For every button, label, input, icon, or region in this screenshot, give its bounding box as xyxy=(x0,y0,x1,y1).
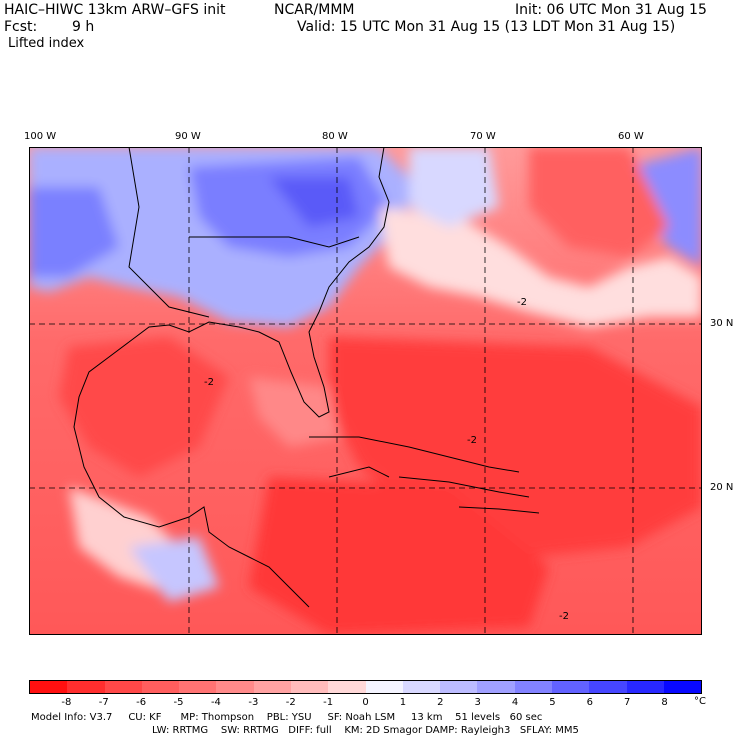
colorbar-tick-label: -4 xyxy=(210,697,221,708)
colorbar-tick-label: -7 xyxy=(98,697,109,708)
org-label: NCAR/MMM xyxy=(274,2,355,18)
colorbar-swatch xyxy=(551,681,590,693)
colorbar-swatch xyxy=(663,681,702,693)
colorbar-tick-label: -6 xyxy=(136,697,147,708)
fcst-value: 9 h xyxy=(72,19,95,35)
colorbar-tick-label: 8 xyxy=(661,697,668,708)
fcst-label: Fcst: xyxy=(4,19,38,35)
colorbar-swatch xyxy=(141,681,180,693)
colorbar-tick-label: 2 xyxy=(437,697,444,708)
colorbar-tick-label: 7 xyxy=(624,697,631,708)
contour-label: -2 xyxy=(517,297,527,308)
colorbar-tick-label: -8 xyxy=(61,697,72,708)
lon-label-90w: 90 W xyxy=(175,131,201,142)
colorbar-swatch xyxy=(626,681,664,693)
colorbar-swatch xyxy=(290,681,329,693)
contour-label: -2 xyxy=(204,377,214,388)
colorbar-tick-label: 1 xyxy=(399,697,407,708)
lat-lon-grid xyxy=(29,147,702,635)
lon-label-60w: 60 W xyxy=(618,131,644,142)
colorbar-swatch xyxy=(514,681,552,693)
colorbar-swatch xyxy=(30,681,68,693)
colorbar-tick-label: -3 xyxy=(248,697,259,708)
colorbar-swatch xyxy=(328,681,366,693)
colorbar xyxy=(29,680,702,694)
colorbar-swatch xyxy=(402,681,441,693)
lon-label-80w: 80 W xyxy=(322,131,348,142)
colorbar-tick-label: 5 xyxy=(549,697,556,708)
lon-label-70w: 70 W xyxy=(470,131,496,142)
colorbar-tick-label: 6 xyxy=(586,697,594,708)
lifted-index-map: -2 -2 -2 -2 xyxy=(29,147,702,635)
colorbar-swatch xyxy=(365,681,403,693)
init-time: Init: 06 UTC Mon 31 Aug 15 xyxy=(515,2,707,18)
colorbar-tick-label: -5 xyxy=(173,697,184,708)
colorbar-tick-label: -2 xyxy=(285,697,296,708)
contour-label: -2 xyxy=(559,611,569,622)
colorbar-swatch xyxy=(104,681,142,693)
colorbar-tick-label: 0 xyxy=(362,697,369,708)
colorbar-swatch xyxy=(589,681,627,693)
map-frame xyxy=(29,147,702,635)
colorbar-swatch xyxy=(67,681,105,693)
colorbar-tick-label: 3 xyxy=(474,697,481,708)
lat-label-20n: 20 N xyxy=(710,482,734,493)
field-name: Lifted index xyxy=(8,36,85,51)
model-title: HAIC–HIWC 13km ARW–GFS init xyxy=(4,2,226,18)
model-info-line2: LW: RRTMG SW: RRTMG DIFF: full KM: 2D Sm… xyxy=(152,725,579,736)
colorbar-swatch xyxy=(216,681,254,693)
lon-label-100w: 100 W xyxy=(24,131,57,142)
colorbar-unit: °C xyxy=(694,696,706,707)
lat-label-30n: 30 N xyxy=(710,318,734,329)
colorbar-tick-label: 4 xyxy=(511,697,519,708)
model-info-line1: Model Info: V3.7 CU: KF MP: Thompson PBL… xyxy=(31,712,543,723)
shading-patches xyxy=(29,147,702,635)
valid-time: Valid: 15 UTC Mon 31 Aug 15 (13 LDT Mon … xyxy=(297,19,676,35)
colorbar-swatch xyxy=(440,681,478,693)
contour-label: -2 xyxy=(467,435,477,446)
colorbar-tick-label: -1 xyxy=(323,697,334,708)
colorbar-swatch xyxy=(179,681,217,693)
colorbar-swatch xyxy=(253,681,291,693)
colorbar-swatch xyxy=(477,681,515,693)
